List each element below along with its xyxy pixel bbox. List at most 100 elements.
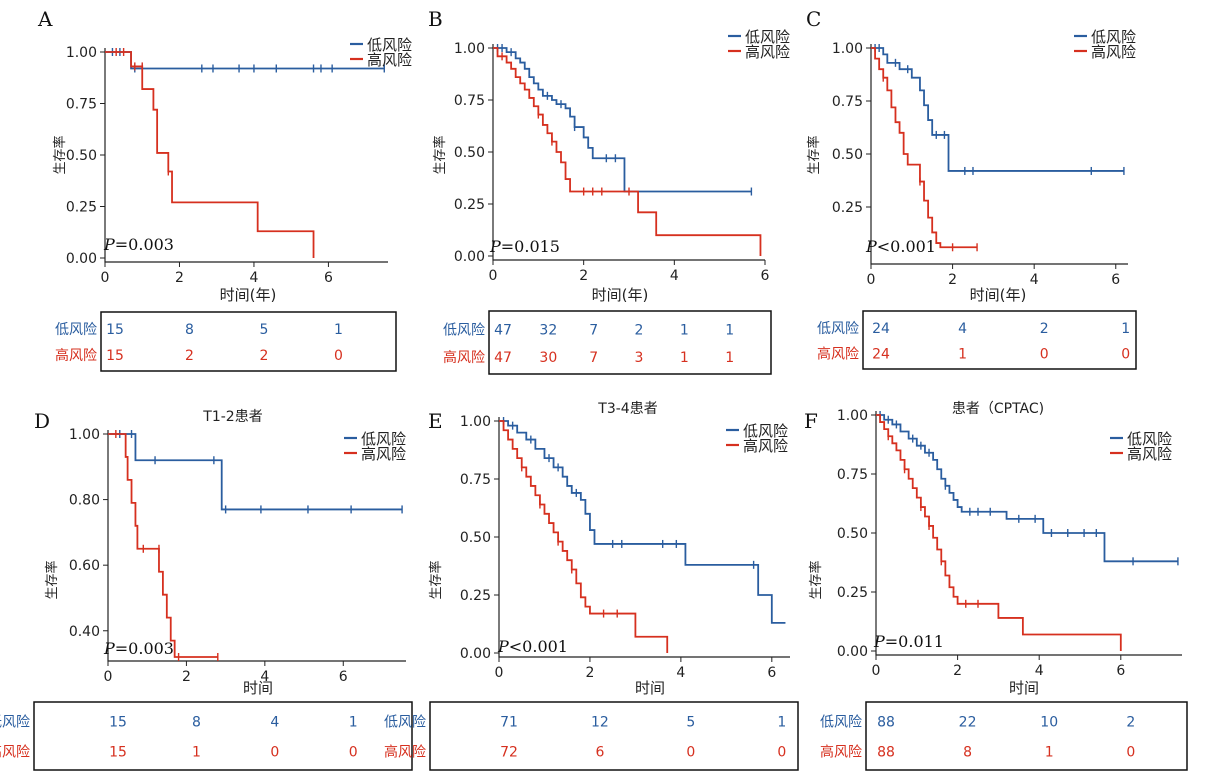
risk-row-label-high: 高风险 (0, 744, 30, 761)
x-tick-label: 4 (676, 665, 685, 681)
risk-count-high: 30 (539, 350, 557, 366)
risk-count-low: 2 (1126, 715, 1135, 731)
legend-label-high: 高风险 (1091, 43, 1136, 61)
risk-count-high: 0 (349, 745, 358, 761)
y-tick-label: 0.75 (837, 467, 868, 483)
legend-label-low: 低风险 (361, 430, 406, 448)
risk-count-high: 2 (185, 348, 194, 364)
y-tick-label: 1.00 (69, 427, 100, 443)
y-tick-label: 0.25 (832, 200, 863, 216)
y-axis-label: 生存率 (428, 560, 444, 599)
legend-label-high: 高风险 (367, 51, 412, 69)
risk-count-low: 1 (1121, 321, 1130, 337)
x-axis-label: 时间 (1009, 679, 1039, 697)
legend-label-low: 低风险 (745, 28, 790, 46)
x-tick-label: 6 (324, 270, 333, 286)
risk-count-high: 0 (1121, 346, 1130, 362)
risk-count-high: 0 (1126, 745, 1135, 761)
x-axis-label: 时间 (635, 679, 665, 697)
axes-frame (104, 48, 388, 263)
y-tick-label: 1.00 (66, 45, 97, 61)
panel-B: B 0.00 0.25 0.50 0.75 1.00 0 2 4 6 时间(年) 生存率 P=0.015… (428, 7, 790, 375)
x-tick-label: 4 (249, 270, 258, 286)
panel-A: A 0.00 0.25 0.50 0.75 1.00 0 2 4 6 时间(年) 生存率 P=0.003… (37, 7, 412, 372)
risk-row-label-low: 低风险 (817, 321, 859, 337)
risk-row-label-low: 低风险 (0, 715, 30, 731)
risk-count-high: 1 (958, 346, 967, 362)
risk-row-label-high: 高风险 (817, 345, 859, 362)
p-value: P=0.011 (873, 632, 944, 651)
p-symbol: P (865, 237, 877, 256)
y-tick-label: 0.80 (69, 493, 100, 509)
risk-count-low: 4 (270, 715, 279, 731)
km-curve-low (499, 420, 786, 624)
p-value-text: =0.011 (885, 632, 944, 651)
risk-count-low: 2 (1040, 321, 1049, 337)
km-curve-low (876, 414, 1178, 563)
risk-count-high: 0 (1040, 346, 1049, 362)
x-tick-label: 0 (489, 268, 498, 284)
risk-count-low: 22 (959, 715, 977, 731)
risk-count-low: 1 (725, 322, 734, 338)
panel-letter: B (428, 7, 443, 31)
km-curve-high (105, 51, 315, 258)
panel-letter: D (34, 409, 50, 433)
panel-title: T3-4患者 (597, 401, 657, 417)
y-axis-label: 生存率 (806, 135, 822, 174)
risk-count-high: 2 (259, 348, 268, 364)
risk-table-box (865, 701, 1188, 771)
risk-table-box (33, 701, 413, 771)
km-curve-low (871, 47, 1124, 172)
x-tick-label: 6 (339, 669, 348, 685)
x-axis-label: 时间(年) (970, 286, 1027, 304)
legend-label-high: 高风险 (1127, 445, 1172, 463)
x-tick-label: 2 (579, 268, 588, 284)
risk-count-low: 10 (1040, 715, 1058, 731)
x-tick-label: 6 (767, 665, 776, 681)
risk-count-low: 1 (777, 715, 786, 731)
p-value-text: <0.001 (509, 637, 568, 656)
risk-table-box (429, 701, 799, 771)
risk-count-high: 3 (635, 350, 644, 366)
risk-count-low: 71 (500, 715, 518, 731)
risk-table-box (862, 310, 1137, 370)
y-tick-label: 0.00 (454, 249, 485, 265)
risk-row-label-high: 高风险 (443, 349, 485, 366)
risk-count-high: 0 (686, 745, 695, 761)
y-tick-label: 0.25 (460, 588, 491, 604)
risk-count-low: 1 (334, 322, 343, 338)
p-value-text: =0.003 (115, 235, 174, 254)
risk-count-high: 8 (963, 745, 972, 761)
risk-count-high: 0 (270, 745, 279, 761)
panel-letter: C (806, 7, 821, 31)
panel-E: E 0.00 0.25 0.50 0.75 1.00 0 2 4 6 时间 生存率 T3-4患者 P<0.… (384, 401, 799, 771)
x-tick-label: 0 (495, 665, 504, 681)
risk-count-high: 88 (877, 745, 895, 761)
risk-count-high: 1 (725, 350, 734, 366)
km-curve-high (871, 47, 978, 249)
km-curve-high (876, 414, 1122, 651)
p-symbol: P (873, 632, 885, 651)
risk-count-high: 0 (334, 348, 343, 364)
risk-count-low: 7 (589, 322, 598, 338)
y-tick-label: 0.50 (837, 526, 868, 542)
panel-D: D 0.40 0.60 0.80 1.00 0 2 4 6 时间 生存率 T1-2患者 P=0.003 低… (0, 409, 413, 771)
legend-label-low: 低风险 (367, 36, 412, 54)
p-symbol: P (103, 235, 115, 254)
risk-count-low: 8 (185, 322, 194, 338)
risk-table-box (488, 310, 772, 375)
y-tick-label: 1.00 (832, 41, 863, 57)
km-curve-high (499, 420, 669, 653)
risk-count-high: 24 (872, 346, 890, 362)
risk-count-high: 1 (1045, 745, 1054, 761)
risk-count-high: 1 (680, 350, 689, 366)
x-tick-label: 6 (1111, 272, 1120, 288)
km-curve-high (493, 47, 762, 256)
legend-label-high: 高风险 (743, 437, 788, 455)
x-tick-label: 0 (104, 669, 113, 685)
x-tick-label: 4 (670, 268, 679, 284)
p-value: P<0.001 (497, 637, 568, 656)
risk-count-low: 47 (494, 322, 512, 338)
y-tick-label: 1.00 (454, 41, 485, 57)
x-tick-label: 2 (182, 669, 191, 685)
